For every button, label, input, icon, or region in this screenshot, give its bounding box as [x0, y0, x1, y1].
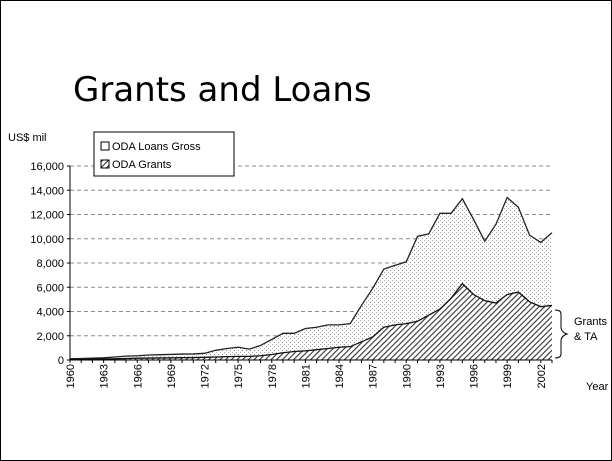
x-tick-label: 1984	[334, 364, 346, 388]
x-tick-label: 1993	[435, 364, 447, 388]
x-tick-label: 1966	[132, 364, 144, 388]
x-tick-label: 1981	[300, 364, 312, 388]
y-tick-label: 0	[58, 355, 64, 367]
y-axis-label: US$ mil	[8, 132, 47, 144]
y-tick-label: 6,000	[36, 282, 64, 294]
legend-box	[93, 131, 235, 177]
x-tick-label: 1999	[502, 364, 514, 388]
y-tick-label: 14,000	[30, 185, 64, 197]
chart-legend: ODA Loans Gross ODA Grants	[93, 131, 235, 177]
x-tick-label: 1969	[166, 364, 178, 388]
x-axis: Year 1960 1963 1966 1969 1972 1975 1978 1981 198…	[65, 359, 609, 393]
legend-label-loans: ODA Loans Gross	[112, 141, 201, 153]
y-tick-label: 2,000	[36, 331, 64, 343]
x-tick-label: 1987	[368, 364, 380, 388]
y-tick-label: 12,000	[30, 210, 64, 222]
x-tick-label: 1975	[233, 364, 245, 388]
y-tick-label: 16,000	[30, 161, 64, 173]
y-tick-label: 8,000	[36, 258, 64, 270]
series-line-total	[69, 196, 553, 360]
grants-ta-annotation: Grants & TA	[554, 309, 608, 359]
legend-swatch-loans	[100, 141, 110, 151]
x-tick-label: 1972	[200, 364, 212, 388]
series-area-grants	[70, 283, 552, 360]
x-tick-label: 1996	[469, 364, 481, 388]
legend-swatch-grants	[100, 159, 110, 169]
x-tick-label: 1990	[401, 364, 413, 388]
y-tick-label: 4,000	[36, 307, 64, 319]
x-tick-label: 2002	[536, 364, 548, 388]
x-axis-label: Year	[586, 381, 609, 393]
y-tick-label: 10,000	[30, 234, 64, 246]
annotation-bracket	[554, 309, 569, 359]
x-tick-label: 1978	[267, 364, 279, 388]
series-area-loans	[70, 197, 552, 360]
y-axis: US$ mil 0 2,000 4,000 6,000 8,000 10,000 12,00…	[8, 132, 71, 367]
x-tick-label: 1963	[99, 364, 111, 388]
series-areas	[69, 196, 553, 361]
annotation-line-2: & TA	[574, 331, 598, 343]
slide-title: Grants and Loans	[73, 70, 372, 110]
x-tick-label: 1960	[65, 364, 77, 388]
annotation-line-1: Grants	[574, 316, 608, 328]
series-line-grants	[69, 282, 553, 361]
legend-label-grants: ODA Grants	[112, 159, 172, 171]
